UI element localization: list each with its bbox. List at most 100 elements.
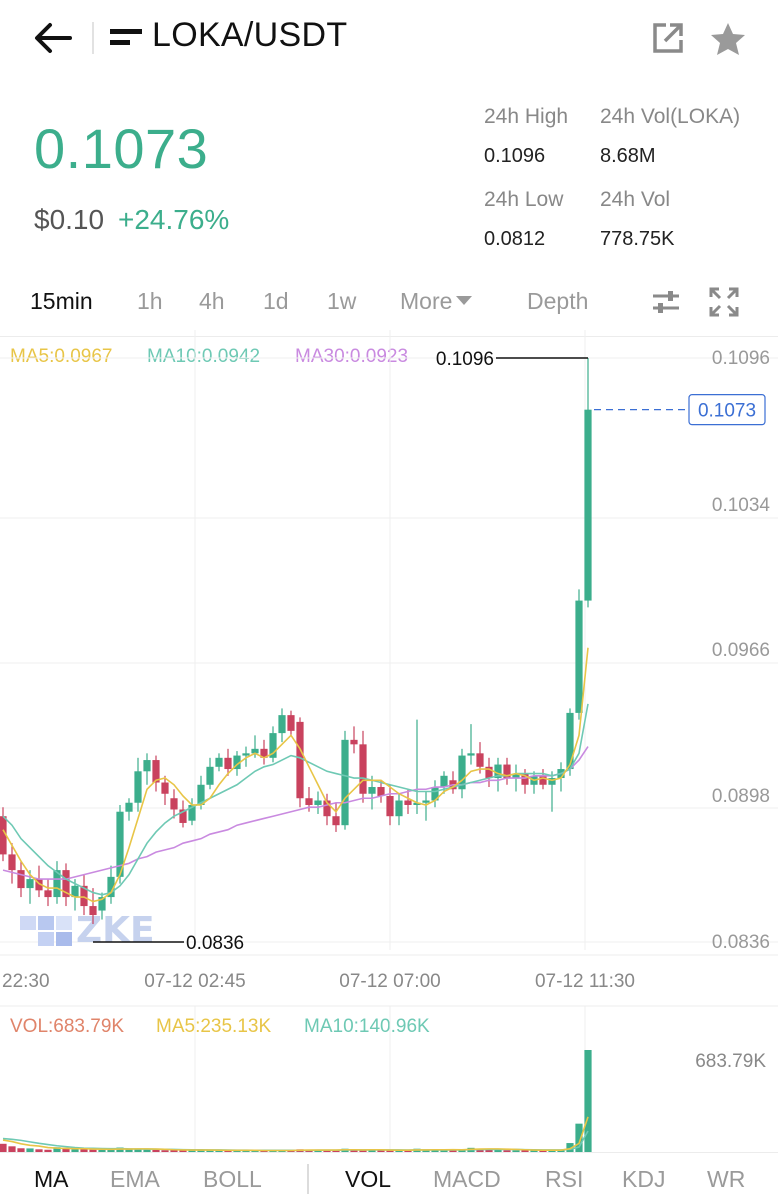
vol-bar-43: [386, 1150, 394, 1152]
vol-ma5-line: [2, 1116, 589, 1152]
candle-body-49: [440, 775, 448, 788]
candle-body-48: [431, 787, 439, 801]
low-label: 24h Low: [484, 188, 564, 211]
candle-body-11: [98, 897, 106, 911]
ind-rsi[interactable]: RSI: [545, 1166, 584, 1192]
candle-body-65: [584, 409, 592, 601]
candle-body-56: [503, 764, 511, 779]
vol-bar-27: [242, 1150, 250, 1152]
vol-bar-45: [404, 1150, 412, 1152]
candle-body-53: [476, 753, 484, 767]
candle-body-21: [188, 804, 196, 821]
candle-body-31: [278, 715, 286, 734]
candle-body-23: [206, 766, 214, 785]
vol-token-value: 8.68M: [600, 145, 656, 167]
volume-bars: [0, 1050, 592, 1152]
candle-body-40: [359, 744, 367, 794]
vol-ma10-legend: MA10:140.96K: [304, 1016, 430, 1037]
vol-bar-59: [530, 1149, 538, 1152]
tab-15min[interactable]: 15min: [30, 288, 93, 314]
tab-more[interactable]: More: [400, 288, 473, 315]
vol-bar-12: [107, 1149, 115, 1152]
vol-bar-44: [395, 1150, 403, 1152]
candle-body-17: [152, 760, 160, 783]
tab-depth[interactable]: Depth: [527, 288, 589, 314]
x-tick-1: 07-12 02:45: [144, 971, 245, 992]
vol-bar-8: [71, 1149, 79, 1152]
vol-bar-42: [377, 1150, 385, 1152]
vol-bar-64: [575, 1123, 583, 1152]
ind-macd[interactable]: MACD: [433, 1166, 501, 1192]
candle-body-13: [116, 811, 124, 877]
vol-bar-16: [143, 1149, 151, 1152]
sliders-icon[interactable]: [650, 288, 682, 316]
vol-bar-20: [179, 1150, 187, 1152]
tabs-divider: [0, 336, 778, 337]
candle-body-4: [35, 879, 43, 891]
ind-boll[interactable]: BOLL: [203, 1166, 262, 1192]
candle-body-5: [44, 890, 52, 898]
vol-bar-9: [80, 1148, 88, 1152]
vol-bar-54: [485, 1149, 493, 1152]
vol-bar-19: [170, 1149, 178, 1152]
vol-bar-58: [521, 1150, 529, 1152]
high-label: 24h High: [484, 105, 569, 128]
x-tick-3: 07-12 11:30: [535, 971, 635, 992]
candles: [0, 358, 592, 925]
candle-body-7: [62, 870, 70, 898]
vol-bar-49: [440, 1149, 448, 1152]
candle-body-64: [575, 600, 583, 713]
x-axis: 22:30 07-12 02:45 07-12 07:00 07-12 11:30: [2, 971, 635, 992]
vol-bar-0: [0, 1143, 7, 1152]
candle-body-10: [89, 906, 97, 916]
candle-body-63: [566, 712, 574, 770]
y-tick-0: 0.1096: [712, 348, 770, 369]
timeframe-tabs: 15min 1h 4h 1d 1w More Depth: [0, 274, 778, 330]
price-change: +24.76%: [118, 204, 230, 235]
ind-ma[interactable]: MA: [34, 1166, 69, 1192]
ma5-legend: MA5:0.0967: [10, 346, 113, 367]
vol-bar-24: [215, 1150, 223, 1152]
star-icon[interactable]: [708, 20, 748, 58]
ma30-line: [2, 746, 589, 880]
share-icon[interactable]: [650, 20, 688, 56]
candle-body-61: [548, 778, 556, 785]
low-marker-label: 0.0836: [186, 933, 244, 954]
header-divider: [92, 22, 94, 54]
ind-ema[interactable]: EMA: [110, 1166, 160, 1192]
vol-bar-37: [332, 1150, 340, 1152]
vol-value: 778.75K: [600, 228, 675, 250]
ind-wr[interactable]: WR: [707, 1166, 746, 1192]
x-tick-2: 07-12 07:00: [339, 971, 440, 992]
tab-1w[interactable]: 1w: [327, 288, 357, 314]
candle-body-19: [170, 798, 178, 810]
vol-bar-1: [8, 1146, 16, 1152]
ind-kdj[interactable]: KDJ: [622, 1166, 666, 1192]
candle-body-3: [26, 879, 34, 889]
candle-body-12: [107, 876, 115, 898]
header-bar: LOKA/USDT: [0, 0, 778, 76]
vol-bar-41: [368, 1150, 376, 1152]
candle-body-51: [458, 755, 466, 790]
vol-bar-6: [53, 1147, 61, 1152]
tab-1d[interactable]: 1d: [263, 288, 289, 314]
candle-body-16: [143, 760, 151, 772]
low-value: 0.0812: [484, 228, 546, 250]
vol-bar-61: [548, 1150, 556, 1152]
y-tick-2: 0.0966: [712, 640, 770, 661]
annotations: 0.1096 0.0836 0.1073: [93, 349, 766, 954]
candle-body-22: [197, 784, 205, 805]
vol-bar-25: [224, 1150, 232, 1152]
tab-4h[interactable]: 4h: [199, 288, 225, 314]
candle-body-33: [296, 721, 304, 799]
expand-icon[interactable]: [708, 286, 740, 318]
vol-bar-7: [62, 1147, 70, 1152]
ind-vol[interactable]: VOL: [345, 1166, 392, 1192]
tab-1h[interactable]: 1h: [137, 288, 163, 314]
vol-bar-39: [350, 1149, 358, 1152]
arrow-left-icon[interactable]: [30, 18, 76, 58]
candle-body-52: [467, 753, 475, 756]
ma10-legend: MA10:0.0942: [147, 346, 261, 367]
vol-bar-4: [35, 1149, 43, 1152]
price-chart[interactable]: ZKE 0.1096 0.0836 0.1073 0.1096 0.1034 0.096…: [0, 330, 778, 1156]
